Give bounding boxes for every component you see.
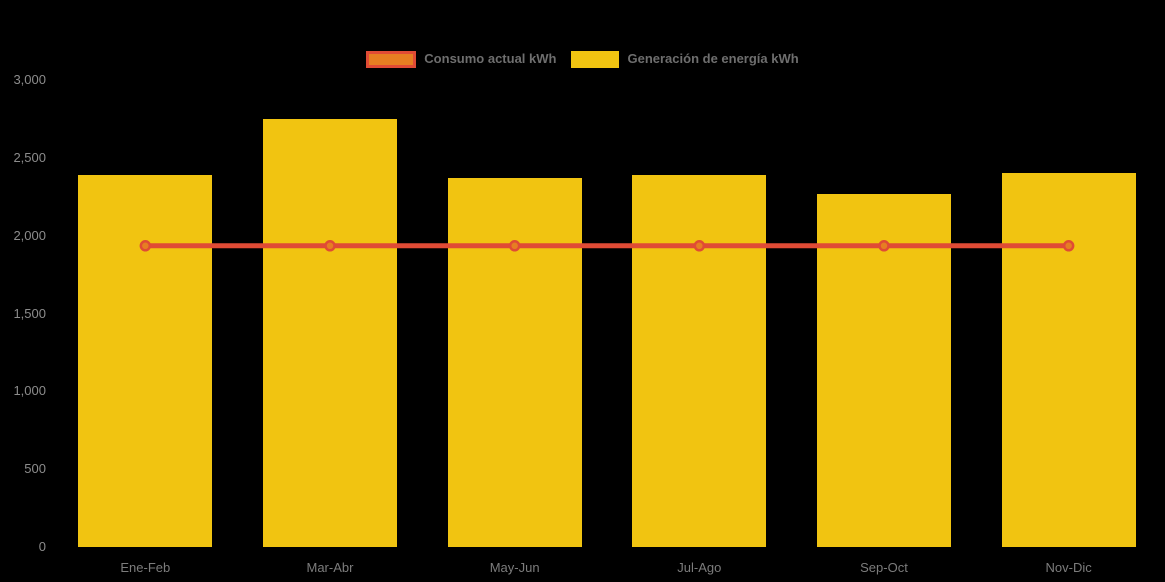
bar-nov-dic — [1001, 173, 1136, 547]
y-tick-label: 500 — [24, 461, 46, 477]
y-tick-label: 3,000 — [13, 72, 46, 87]
bar-sep-oct — [817, 193, 951, 547]
x-tick-label: Nov-Dic — [1045, 560, 1092, 575]
y-tick-label: 0 — [38, 539, 46, 554]
y-tick-label: 2,000 — [13, 227, 46, 243]
bar-mar-abr — [263, 118, 397, 547]
legend-label-generacion: Generación de energía kWh — [627, 51, 799, 66]
consumo-line-swatch-icon — [366, 50, 417, 68]
legend-label-consumo: Consumo actual kWh — [424, 51, 557, 66]
x-tick-label: Mar-Abr — [306, 560, 354, 575]
x-tick-label: Ene-Feb — [120, 560, 171, 575]
x-tick-label: Jul-Ago — [677, 560, 722, 575]
legend-item-consumo[interactable]: Consumo actual kWh — [366, 49, 556, 69]
bar-jul-ago — [632, 174, 767, 547]
bar-ene-feb — [78, 174, 213, 547]
legend-item-generacion[interactable]: Generación de energía kWh — [571, 49, 799, 69]
legend: Consumo actual kWh Generación de energía… — [0, 49, 1165, 69]
x-tick-label: Sep-Oct — [860, 560, 908, 575]
x-tick-label: May-Jun — [489, 560, 540, 575]
y-tick-label: 2,500 — [13, 149, 46, 165]
y-tick-label: 1,500 — [13, 305, 46, 321]
bar-may-jun — [447, 178, 582, 547]
generacion-bar-swatch-icon — [571, 50, 620, 68]
y-tick-label: 1,000 — [13, 383, 46, 399]
